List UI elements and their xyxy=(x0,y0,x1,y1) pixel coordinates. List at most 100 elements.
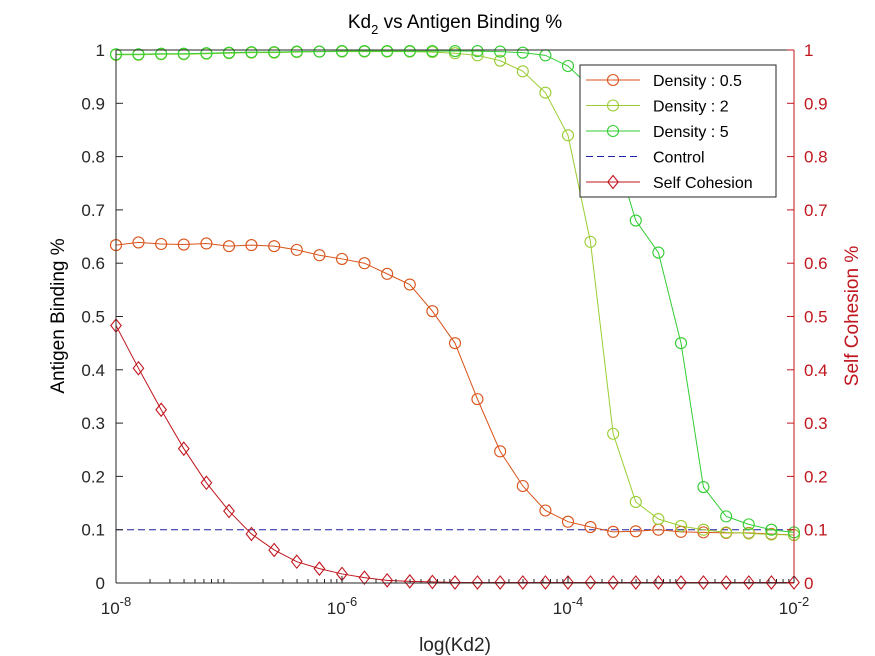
legend-label: Density : 5 xyxy=(653,124,729,141)
ticks-layer: 00.10.20.30.40.50.60.70.80.9100.10.20.30… xyxy=(81,41,827,618)
data-point-circle xyxy=(720,510,733,523)
data-point-circle xyxy=(652,512,665,526)
data-point-diamond xyxy=(675,575,687,590)
data-point-circle xyxy=(697,481,710,494)
data-point-diamond xyxy=(629,575,642,590)
left-y-tick-label: 0.7 xyxy=(81,201,105,220)
data-point-circle xyxy=(697,523,710,536)
legend-entry: Density : 5 xyxy=(586,124,729,141)
right-y-tick-label: 0.6 xyxy=(804,254,828,273)
data-point-diamond xyxy=(471,575,484,590)
x-tick-label-exponent: -2 xyxy=(798,594,810,609)
left-y-tick-label: 0.8 xyxy=(81,148,105,167)
data-point-circle xyxy=(561,59,575,73)
chart-title: Kd2 vs Antigen Binding % xyxy=(348,12,562,37)
data-point-diamond xyxy=(245,526,258,542)
data-point-circle xyxy=(177,47,190,60)
data-point-circle xyxy=(403,45,416,58)
data-point-circle xyxy=(268,46,281,59)
data-point-diamond xyxy=(788,575,800,590)
chart-title-suffix: vs Antigen Binding % xyxy=(378,12,562,33)
data-point-circle xyxy=(606,99,620,112)
data-point-circle xyxy=(426,305,439,318)
right-y-tick-label: 0.2 xyxy=(804,467,828,486)
data-point-circle xyxy=(584,235,597,248)
data-point-circle xyxy=(561,129,575,142)
data-point-circle xyxy=(674,519,688,533)
data-point-circle xyxy=(132,48,145,61)
x-tick-label-base: 10 xyxy=(779,599,798,618)
data-point-circle xyxy=(335,45,349,58)
data-point-diamond xyxy=(290,554,303,570)
series-density-5 xyxy=(109,45,801,539)
data-point-diamond xyxy=(516,575,529,590)
data-point-diamond xyxy=(494,575,507,590)
legend-label: Control xyxy=(653,150,705,167)
data-point-circle xyxy=(358,257,371,270)
x-tick-label: 10-2 xyxy=(779,594,809,618)
left-y-tick-label: 0.9 xyxy=(81,94,105,113)
left-y-tick-label: 0.4 xyxy=(81,361,105,380)
left-y-tick-label: 0.3 xyxy=(81,414,105,433)
x-tick-label-exponent: -6 xyxy=(346,594,358,609)
right-y-tick-label: 0 xyxy=(804,574,813,593)
data-point-circle xyxy=(629,495,642,509)
legend-label: Density : 2 xyxy=(653,99,729,116)
data-point-circle xyxy=(516,65,529,78)
right-y-tick-label: 0.7 xyxy=(804,201,828,220)
left-y-axis-label: Antigen Binding % xyxy=(48,238,69,393)
x-axis-label: log(Kd2) xyxy=(419,635,491,656)
legend-entry: Control xyxy=(586,150,705,167)
data-point-diamond xyxy=(697,575,710,590)
data-point-circle xyxy=(742,527,755,540)
data-point-diamond xyxy=(200,475,213,491)
x-tick-label: 10-4 xyxy=(553,594,583,618)
data-point-circle xyxy=(222,240,236,253)
data-point-diamond xyxy=(449,575,461,590)
data-point-circle xyxy=(290,45,303,58)
legend-entries: Density : 0.5 Density : 2 Density : 5 Contr… xyxy=(586,73,753,192)
data-point-circle xyxy=(448,337,462,350)
right-y-tick-label: 0.4 xyxy=(804,361,828,380)
data-point-diamond xyxy=(426,574,439,590)
data-point-circle xyxy=(720,526,733,539)
data-point-circle xyxy=(674,337,688,350)
data-point-circle xyxy=(426,45,439,58)
data-point-diamond xyxy=(742,575,755,590)
data-point-diamond xyxy=(177,441,190,457)
chart-title-main: Kd xyxy=(348,12,371,33)
legend-label: Self Cohesion xyxy=(653,175,753,192)
data-point-circle xyxy=(494,45,507,58)
data-point-circle xyxy=(381,267,394,280)
legend-entry: Self Cohesion xyxy=(586,174,753,192)
data-point-circle xyxy=(607,525,620,538)
series-self-cohesion xyxy=(110,318,800,590)
right-y-tick-label: 0.8 xyxy=(804,148,828,167)
left-y-tick-label: 1 xyxy=(96,41,105,60)
data-point-circle xyxy=(313,249,326,262)
data-point-circle xyxy=(245,46,258,59)
data-point-diamond xyxy=(539,575,552,590)
data-point-circle xyxy=(742,518,755,531)
data-point-circle xyxy=(539,504,552,517)
left-y-tick-label: 0.6 xyxy=(81,254,105,273)
data-point-circle xyxy=(584,520,597,534)
data-point-diamond xyxy=(313,561,326,576)
data-point-circle xyxy=(697,526,710,539)
x-tick-label-base: 10 xyxy=(101,599,120,618)
data-point-circle xyxy=(268,240,281,253)
data-point-circle xyxy=(155,237,168,251)
legend-entry: Density : 0.5 xyxy=(586,73,742,90)
series-line xyxy=(116,51,795,536)
data-point-circle xyxy=(448,45,462,58)
data-point-circle xyxy=(607,427,620,440)
data-point-diamond xyxy=(720,575,733,590)
data-point-circle xyxy=(155,47,168,60)
data-point-circle xyxy=(177,238,190,251)
data-point-circle xyxy=(471,393,484,406)
left-y-tick-label: 0.5 xyxy=(81,308,105,327)
x-tick-label: 10-8 xyxy=(101,594,131,618)
data-point-circle xyxy=(335,252,349,265)
legend-label: Density : 0.5 xyxy=(653,73,742,90)
